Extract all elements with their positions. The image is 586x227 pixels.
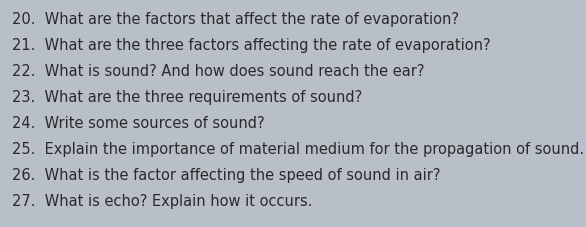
Text: 20.  What are the factors that affect the rate of evaporation?: 20. What are the factors that affect the… bbox=[12, 12, 459, 27]
Text: 25.  Explain the importance of material medium for the propagation of sound.: 25. Explain the importance of material m… bbox=[12, 141, 584, 156]
Text: 21.  What are the three factors affecting the rate of evaporation?: 21. What are the three factors affecting… bbox=[12, 38, 490, 53]
Text: 27.  What is echo? Explain how it occurs.: 27. What is echo? Explain how it occurs. bbox=[12, 193, 312, 208]
Text: 23.  What are the three requirements of sound?: 23. What are the three requirements of s… bbox=[12, 90, 362, 105]
Text: 26.  What is the factor affecting the speed of sound in air?: 26. What is the factor affecting the spe… bbox=[12, 167, 441, 182]
Text: 22.  What is sound? And how does sound reach the ear?: 22. What is sound? And how does sound re… bbox=[12, 64, 424, 79]
Text: 24.  Write some sources of sound?: 24. Write some sources of sound? bbox=[12, 116, 265, 131]
